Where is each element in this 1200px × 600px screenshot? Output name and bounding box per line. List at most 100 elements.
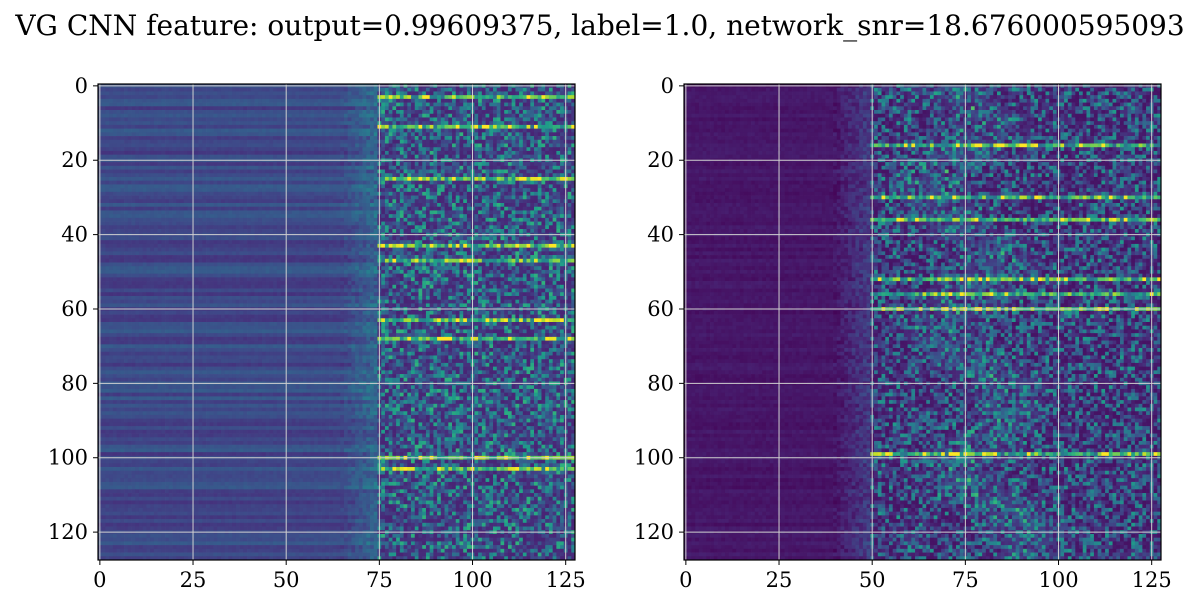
heatmap-cell — [340, 192, 344, 196]
heatmap-cell — [515, 140, 519, 144]
heatmap-cell — [418, 147, 422, 151]
heatmap-cell — [180, 106, 184, 110]
heatmap-cell — [396, 95, 400, 99]
heatmap-cell — [400, 121, 404, 125]
heatmap-cell — [523, 117, 527, 121]
heatmap-cell — [243, 162, 247, 166]
heatmap-cell — [176, 117, 180, 121]
heatmap-cell — [139, 188, 143, 192]
heatmap-cell — [105, 181, 109, 185]
heatmap-cell — [389, 162, 393, 166]
heatmap-cell — [124, 207, 128, 211]
heatmap-cell — [512, 184, 516, 188]
heatmap-cell — [266, 155, 270, 159]
heatmap-cell — [418, 117, 422, 121]
heatmap-cell — [150, 207, 154, 211]
heatmap-cell — [504, 136, 508, 140]
heatmap-cell — [217, 147, 221, 151]
heatmap-cell — [258, 177, 262, 181]
heatmap-cell — [296, 106, 300, 110]
heatmap-cell — [545, 173, 549, 177]
heatmap-cell — [232, 99, 236, 103]
heatmap-cell — [534, 125, 538, 129]
heatmap-cell — [240, 136, 244, 140]
heatmap-cell — [530, 210, 534, 214]
heatmap-cell — [173, 222, 177, 226]
heatmap-cell — [217, 170, 221, 174]
heatmap-cell — [445, 95, 449, 99]
heatmap-cell — [135, 210, 139, 214]
heatmap-cell — [202, 140, 206, 144]
heatmap-cell — [474, 103, 478, 107]
heatmap-cell — [243, 188, 247, 192]
heatmap-cell — [158, 166, 162, 170]
heatmap-cell — [538, 132, 542, 136]
heatmap-cell — [392, 225, 396, 229]
heatmap-cell — [415, 181, 419, 185]
heatmap-cell — [314, 155, 318, 159]
heatmap-cell — [482, 162, 486, 166]
heatmap-cell — [553, 110, 557, 114]
heatmap-cell — [206, 95, 210, 99]
heatmap-cell — [433, 99, 437, 103]
heatmap-cell — [314, 166, 318, 170]
heatmap-cell — [303, 184, 307, 188]
heatmap-cell — [281, 129, 285, 133]
heatmap-cell — [247, 147, 251, 151]
heatmap-cell — [206, 196, 210, 200]
heatmap-cell — [445, 173, 449, 177]
heatmap-cell — [158, 162, 162, 166]
heatmap-cell — [210, 155, 214, 159]
heatmap-cell — [132, 162, 136, 166]
heatmap-cell — [132, 132, 136, 136]
heatmap-cell — [337, 214, 341, 218]
heatmap-cell — [161, 136, 165, 140]
heatmap-cell — [277, 181, 281, 185]
heatmap-cell — [478, 188, 482, 192]
heatmap-cell — [348, 129, 352, 133]
heatmap-cell — [493, 155, 497, 159]
heatmap-cell — [568, 114, 572, 118]
heatmap-cell — [445, 218, 449, 222]
heatmap-cell — [389, 117, 393, 121]
heatmap-cell — [400, 91, 404, 95]
heatmap-cell — [426, 114, 430, 118]
heatmap-cell — [161, 99, 165, 103]
heatmap-cell — [214, 147, 218, 151]
heatmap-cell — [500, 155, 504, 159]
heatmap-cell — [527, 136, 531, 140]
heatmap-cell — [258, 140, 262, 144]
heatmap-cell — [482, 106, 486, 110]
heatmap-cell — [109, 155, 113, 159]
heatmap-cell — [307, 162, 311, 166]
heatmap-cell — [269, 210, 273, 214]
heatmap-cell — [560, 218, 564, 222]
heatmap-cell — [288, 214, 292, 218]
heatmap-cell — [184, 188, 188, 192]
heatmap-cell — [251, 151, 255, 155]
heatmap-cell — [407, 207, 411, 211]
heatmap-cell — [437, 173, 441, 177]
heatmap-cell — [556, 106, 560, 110]
heatmap-cell — [407, 173, 411, 177]
heatmap-cell — [273, 173, 277, 177]
heatmap-cell — [299, 136, 303, 140]
heatmap-cell — [430, 151, 434, 155]
heatmap-cell — [381, 110, 385, 114]
heatmap-cell — [426, 188, 430, 192]
heatmap-cell — [206, 88, 210, 92]
heatmap-cell — [556, 218, 560, 222]
heatmap-cell — [102, 166, 106, 170]
heatmap-cell — [452, 207, 456, 211]
heatmap-cell — [228, 188, 232, 192]
heatmap-cell — [445, 147, 449, 151]
heatmap-cell — [221, 95, 225, 99]
heatmap-cell — [370, 188, 374, 192]
heatmap-cell — [467, 103, 471, 107]
heatmap-cell — [251, 114, 255, 118]
heatmap-cell — [307, 95, 311, 99]
heatmap-cell — [105, 192, 109, 196]
heatmap-cell — [500, 106, 504, 110]
heatmap-cell — [512, 110, 516, 114]
heatmap-cell — [180, 196, 184, 200]
